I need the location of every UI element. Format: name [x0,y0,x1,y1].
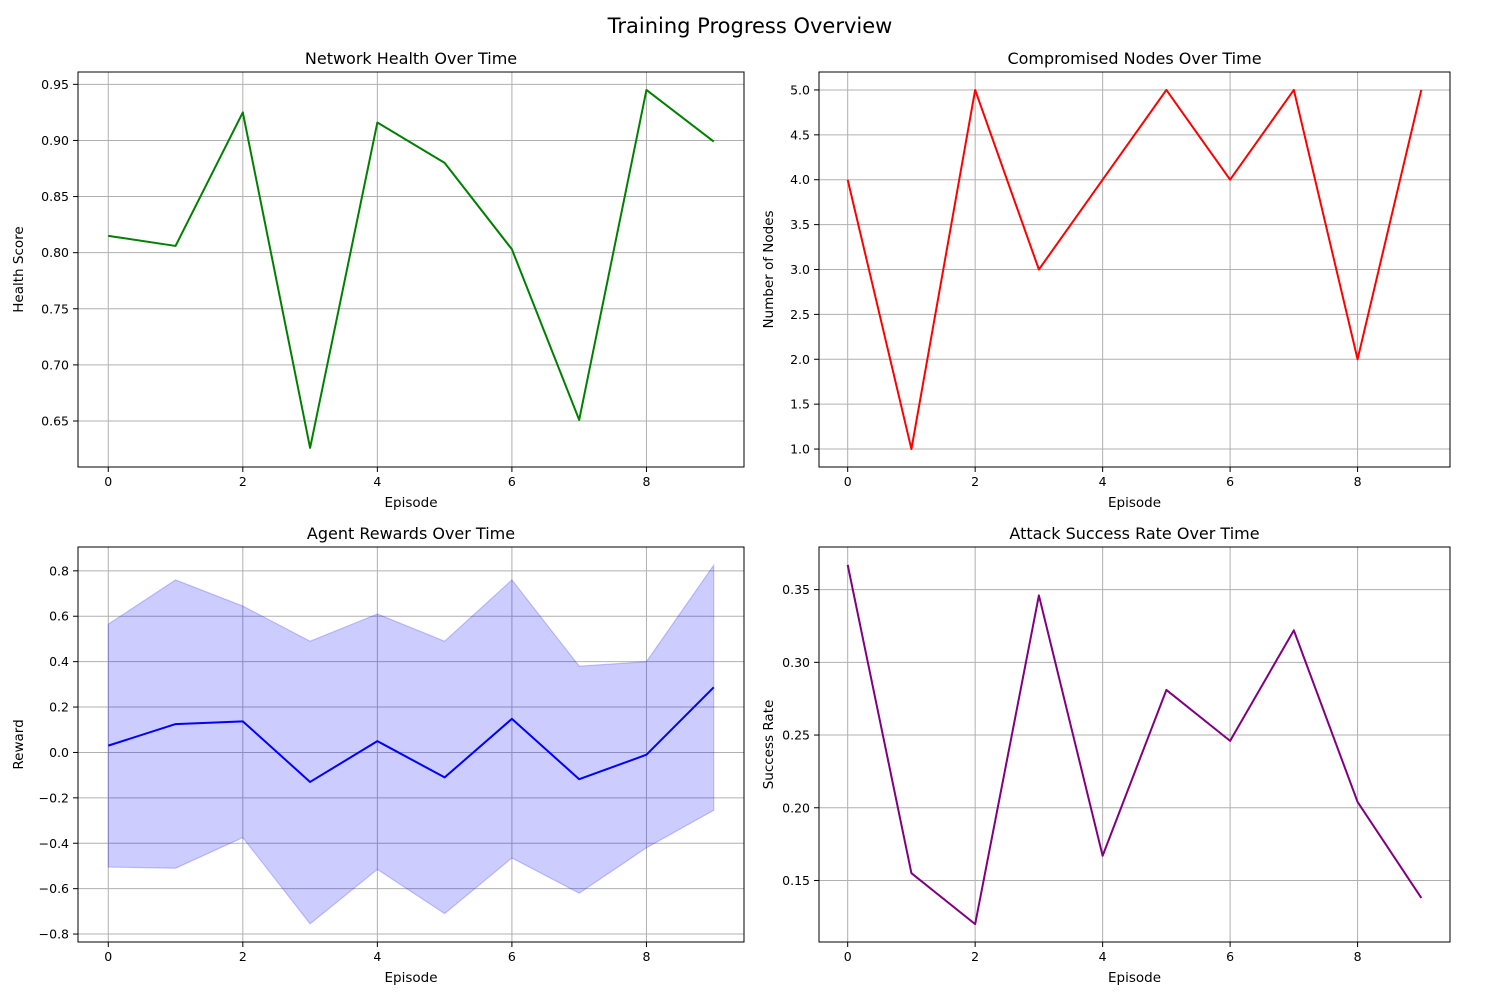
chart-title: Agent Rewards Over Time [307,524,515,543]
x-tick-label: 6 [508,949,516,964]
y-axis-label: Number of Nodes [761,210,777,328]
reward-std-band [107,563,715,925]
y-tick-label: 0.65 [41,413,69,428]
y-tick-label: 0.75 [41,301,69,316]
plot-frame [818,546,1451,943]
y-tick-label: −0.2 [39,790,69,805]
x-tick-label: 8 [642,474,650,489]
chart-compromised-nodes: Compromised Nodes Over Time 0 2 4 6 8 1.0 1.5 2.… [761,49,1451,511]
y-tick-label: −0.4 [39,836,69,851]
x-tick-label: 2 [971,949,979,964]
y-tick-label: 0.8 [49,563,69,578]
y-tick-label: 3.5 [790,217,810,232]
x-axis-label: Episode [384,495,437,511]
y-tick-label: 0.2 [49,700,69,715]
chart-title: Network Health Over Time [305,49,517,68]
y-tick-label: 3.0 [790,262,810,277]
chart-title: Attack Success Rate Over Time [1009,524,1259,543]
y-tick-label: 0.15 [782,873,810,888]
x-tick-label: 4 [1099,474,1107,489]
x-tick-label: 0 [844,474,852,489]
y-tick-label: 0.30 [782,655,810,670]
y-tick-label: 0.80 [41,245,69,260]
x-tick-label: 4 [373,474,381,489]
y-tick-label: 0.25 [782,728,810,743]
x-tick-label: 6 [1226,949,1234,964]
plot-frame [77,546,745,943]
y-axis-label: Success Rate [761,700,777,790]
x-tick-label: 0 [104,949,112,964]
y-tick-label: 0.6 [49,609,69,624]
x-tick-label: 8 [1354,949,1362,964]
grid [78,547,744,942]
y-tick-label: 2.5 [790,307,810,322]
grid [78,72,744,467]
y-tick-label: 4.5 [790,127,810,142]
x-tick-label: 0 [104,474,112,489]
y-tick-label: 1.5 [790,397,810,412]
chart-title: Compromised Nodes Over Time [1007,49,1261,68]
chart-attack-success-rate: Attack Success Rate Over Time 0 2 4 6 8 0.15 0.… [761,524,1451,986]
x-axis-label: Episode [384,970,437,986]
x-axis-label: Episode [1108,495,1161,511]
y-tick-label: 0.85 [41,189,69,204]
y-tick-label: 4.0 [790,172,810,187]
x-tick-label: 4 [1099,949,1107,964]
x-tick-label: 8 [642,949,650,964]
x-tick-label: 2 [971,474,979,489]
y-tick-label: 0.35 [782,582,810,597]
chart-agent-rewards: Agent Rewards Over Time 0 2 4 6 8 −0.8 −0.6 −0.4… [11,524,745,986]
y-tick-label: 0.20 [782,800,810,815]
y-tick-label: 2.0 [790,352,810,367]
y-tick-label: 0.95 [41,77,69,92]
x-tick-label: 6 [508,474,516,489]
series-line [107,686,715,783]
y-axis-label: Health Score [11,226,27,312]
y-tick-label: 0.70 [41,357,69,372]
y-tick-label: 0.90 [41,133,69,148]
x-tick-label: 4 [373,949,381,964]
series-line [846,88,1423,451]
chart-network-health: Network Health Over Time 0 2 4 6 8 0.65 0.70 0.7… [11,49,745,511]
plot-frame [77,71,745,468]
series-line [108,88,715,449]
x-tick-label: 6 [1226,474,1234,489]
y-tick-label: 0.4 [49,654,69,669]
x-tick-label: 8 [1354,474,1362,489]
x-tick-label: 0 [844,949,852,964]
y-axis-label: Reward [11,719,27,769]
grid [819,72,1450,467]
y-tick-label: −0.6 [39,881,69,896]
series-line [846,564,1423,926]
grid [819,547,1450,942]
x-tick-label: 2 [239,474,247,489]
y-tick-label: 0.0 [49,745,69,760]
x-axis-label: Episode [1108,970,1161,986]
y-tick-label: 1.0 [790,442,810,457]
x-tick-label: 2 [239,949,247,964]
y-tick-label: 5.0 [790,82,810,97]
y-tick-label: −0.8 [39,927,69,942]
figure-title: Training Progress Overview [607,14,893,38]
